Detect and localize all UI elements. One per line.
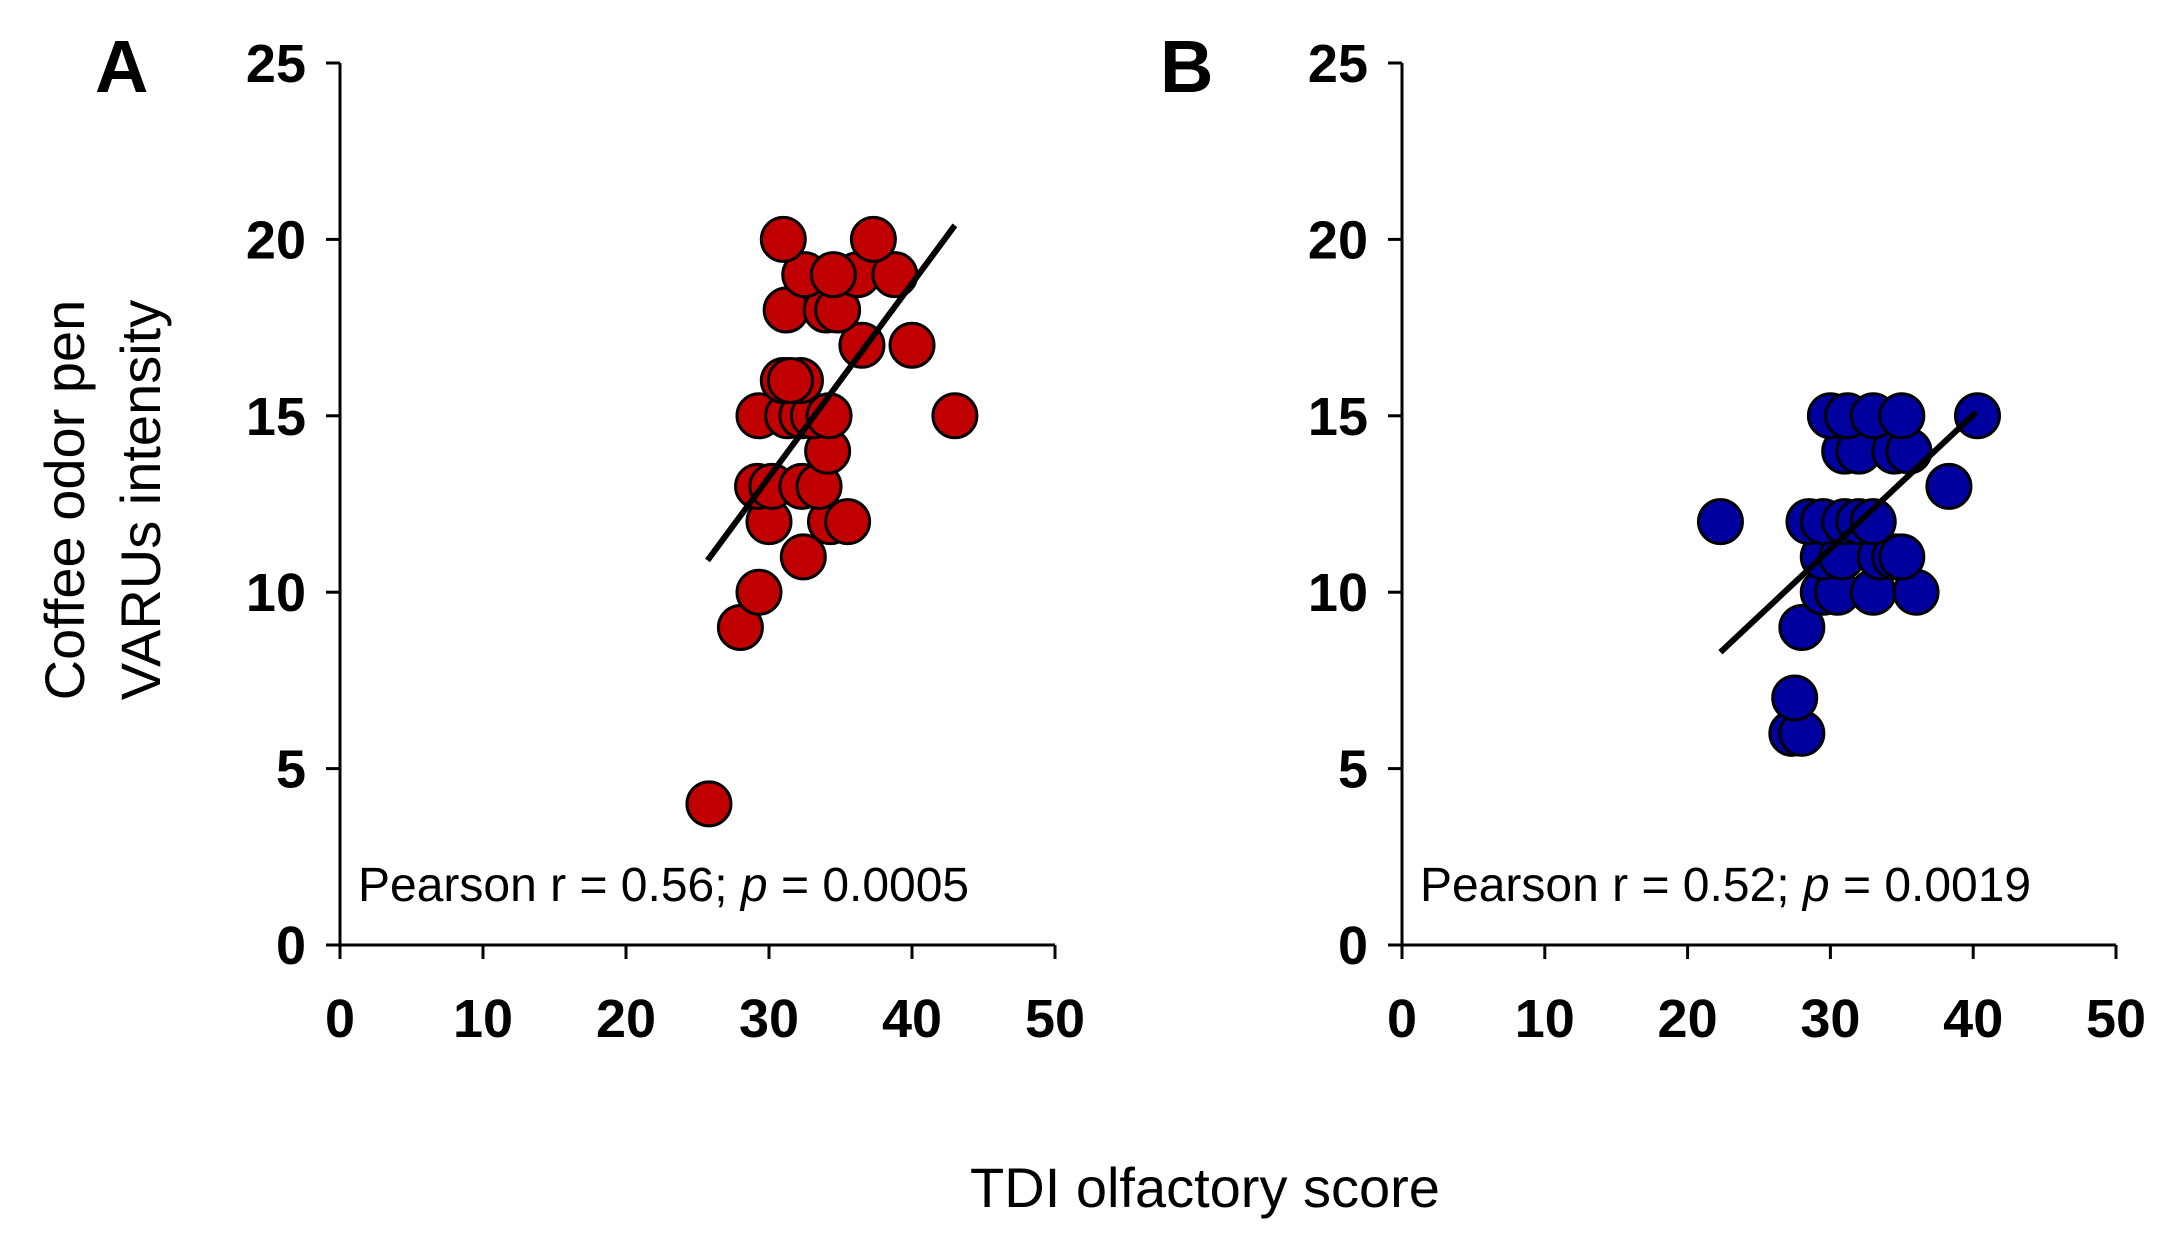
correlation-annotation: Pearson r = 0.52; p = 0.0019 — [1420, 859, 2031, 912]
data-point — [685, 780, 733, 828]
panel-a: 0 5 10 15 20 25 0 10 20 30 40 50 A Pearson r = 0.56; … — [95, 25, 1085, 1049]
x-tick-label: 10 — [1515, 989, 1575, 1049]
y-tick-label: 10 — [246, 563, 306, 623]
y-tick-label: 5 — [1338, 740, 1368, 800]
y-tick-label: 5 — [276, 740, 306, 800]
x-tick-label: 20 — [1658, 989, 1718, 1049]
data-point — [1778, 603, 1826, 651]
x-tick-label: 30 — [1800, 989, 1860, 1049]
x-tick-label: 0 — [1387, 989, 1417, 1049]
y-axis-title-line-2: VARUs intensity — [109, 300, 172, 700]
data-point — [931, 392, 979, 440]
data-point — [1849, 498, 1897, 546]
data-point — [809, 251, 857, 299]
data-point — [1878, 533, 1926, 581]
x-tick-label: 40 — [1943, 989, 2003, 1049]
y-tick-label: 10 — [1308, 563, 1368, 623]
data-point — [1953, 392, 2001, 440]
data-point — [759, 215, 807, 263]
trendline — [705, 223, 958, 563]
y-tick-label: 15 — [246, 387, 306, 447]
panel-b: 0 5 10 15 20 25 0 10 20 30 40 50 B Pearson r = 0.52; … — [1160, 25, 2146, 1049]
y-tick-label: 0 — [276, 916, 306, 976]
y-tick-label: 25 — [1308, 34, 1368, 94]
data-point — [1878, 392, 1926, 440]
y-tick-label: 20 — [246, 210, 306, 270]
data-point — [1696, 498, 1744, 546]
y-tick-label: 20 — [1308, 210, 1368, 270]
data-point — [849, 215, 897, 263]
x-tick-label: 50 — [2086, 989, 2146, 1049]
panel-letter: A — [95, 25, 148, 108]
data-point — [766, 357, 814, 405]
y-tick-label: 0 — [1338, 916, 1368, 976]
data-point — [1925, 462, 1973, 510]
y-axis-title-line-1: Coffee odor pen — [33, 300, 96, 701]
data-point — [824, 498, 872, 546]
data-point — [735, 568, 783, 616]
x-tick-label: 10 — [453, 989, 513, 1049]
y-tick-label: 15 — [1308, 387, 1368, 447]
data-point — [779, 533, 827, 581]
data-point — [888, 321, 936, 369]
x-tick-label: 40 — [882, 989, 942, 1049]
x-tick-label: 20 — [596, 989, 656, 1049]
trendline — [1718, 410, 1979, 655]
correlation-annotation: Pearson r = 0.56; p = 0.0005 — [358, 859, 969, 912]
panel-letter: B — [1160, 25, 1213, 108]
x-tick-label: 50 — [1025, 989, 1085, 1049]
x-tick-label: 30 — [739, 989, 799, 1049]
x-axis-title: TDI olfactory score — [970, 1156, 1440, 1219]
y-tick-label: 25 — [246, 34, 306, 94]
data-point — [1771, 674, 1819, 722]
x-tick-label: 0 — [325, 989, 355, 1049]
